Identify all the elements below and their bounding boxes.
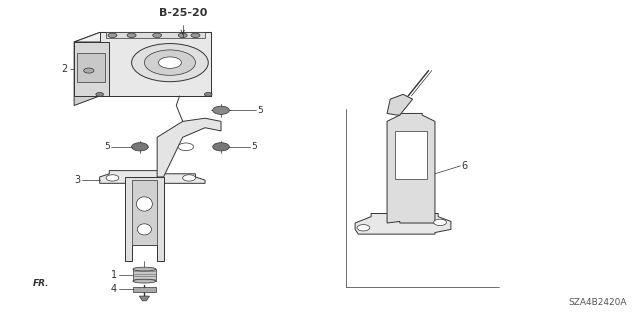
Bar [106,33,205,38]
Circle shape [106,175,119,181]
Polygon shape [387,114,435,223]
Polygon shape [100,171,205,183]
Text: 1: 1 [111,270,117,280]
Circle shape [204,93,212,96]
Circle shape [178,33,187,38]
Bar [100,33,211,96]
Ellipse shape [138,224,152,235]
Text: 5: 5 [104,142,110,151]
Circle shape [84,68,94,73]
Circle shape [132,44,208,82]
Text: FR.: FR. [33,279,49,288]
Bar [133,286,156,292]
Circle shape [191,33,200,38]
Text: 2: 2 [61,64,68,74]
Circle shape [132,143,148,151]
Polygon shape [355,213,451,234]
Circle shape [434,219,447,226]
Polygon shape [125,177,164,261]
Bar [100,33,211,96]
Text: 6: 6 [462,161,468,171]
Circle shape [145,50,195,75]
Circle shape [127,33,136,38]
Text: 3: 3 [74,175,81,185]
Polygon shape [186,33,211,96]
Circle shape [212,106,229,115]
Circle shape [108,33,117,38]
Bar [74,42,109,96]
Text: 4: 4 [111,284,117,294]
Polygon shape [140,296,150,301]
Ellipse shape [136,197,152,211]
Text: SZA4B2420A: SZA4B2420A [568,298,627,307]
Circle shape [153,33,162,38]
Polygon shape [74,33,100,106]
Polygon shape [157,118,221,177]
Circle shape [159,57,181,68]
Circle shape [178,143,193,151]
Ellipse shape [133,279,156,283]
Polygon shape [132,180,157,245]
Polygon shape [74,33,211,42]
Circle shape [357,225,370,231]
Bar [133,269,156,281]
Text: 5: 5 [257,106,263,115]
Text: B-25-20: B-25-20 [159,8,207,18]
Circle shape [96,93,104,96]
Ellipse shape [133,267,156,271]
Bar [77,53,105,82]
Polygon shape [387,94,413,115]
Text: 5: 5 [251,142,257,151]
Bar [396,131,428,179]
Circle shape [182,175,195,181]
Circle shape [212,143,229,151]
